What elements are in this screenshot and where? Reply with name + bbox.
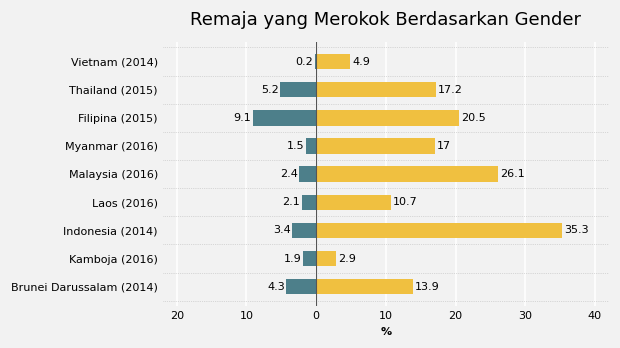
Text: 13.9: 13.9 [415, 282, 440, 292]
Bar [315, 54, 316, 69]
Bar [316, 82, 436, 97]
X-axis label: %: % [380, 327, 391, 337]
Bar [316, 195, 391, 210]
Text: 4.3: 4.3 [267, 282, 285, 292]
Text: 0.2: 0.2 [296, 56, 313, 66]
Text: 17.2: 17.2 [438, 85, 463, 95]
Text: 2.9: 2.9 [339, 254, 356, 263]
Text: 17: 17 [436, 141, 451, 151]
Bar [316, 223, 562, 238]
Bar [299, 166, 316, 182]
Text: 26.1: 26.1 [500, 169, 525, 179]
Bar [316, 110, 459, 126]
Bar [316, 54, 350, 69]
Text: 20.5: 20.5 [461, 113, 486, 123]
Title: Remaja yang Merokok Berdasarkan Gender: Remaja yang Merokok Berdasarkan Gender [190, 11, 582, 29]
Text: 1.5: 1.5 [286, 141, 304, 151]
Text: 9.1: 9.1 [234, 113, 251, 123]
Text: 4.9: 4.9 [352, 56, 370, 66]
Bar [303, 251, 316, 266]
Text: 2.4: 2.4 [280, 169, 298, 179]
Bar [293, 223, 316, 238]
Text: 5.2: 5.2 [261, 85, 278, 95]
Text: 3.4: 3.4 [273, 226, 291, 235]
Bar [301, 195, 316, 210]
Bar [280, 82, 316, 97]
Bar [316, 166, 498, 182]
Bar [316, 138, 435, 154]
Text: 35.3: 35.3 [564, 226, 589, 235]
Text: 10.7: 10.7 [393, 197, 418, 207]
Bar [306, 138, 316, 154]
Bar [316, 279, 413, 294]
Bar [316, 251, 337, 266]
Bar [286, 279, 316, 294]
Text: 1.9: 1.9 [284, 254, 301, 263]
Bar [253, 110, 316, 126]
Text: 2.1: 2.1 [282, 197, 300, 207]
